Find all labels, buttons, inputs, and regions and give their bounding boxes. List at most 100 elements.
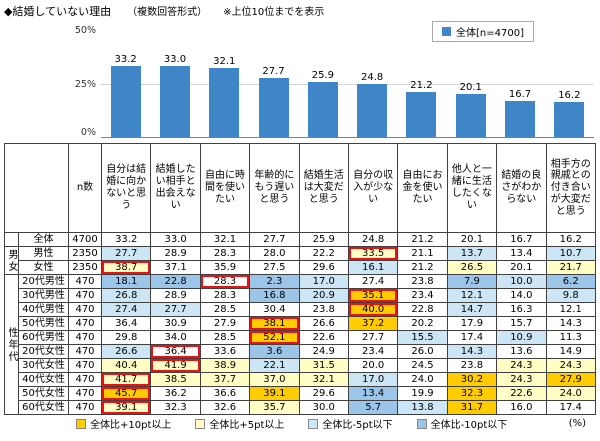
n-cell: 470: [68, 372, 102, 387]
table-cell: 38.9: [199, 358, 251, 373]
table-cell: 21.2: [397, 232, 448, 247]
table-cell: 29.6: [298, 386, 349, 401]
n-cell: 470: [68, 344, 102, 359]
bar-slot: 24.8: [347, 30, 396, 137]
page-title: ◆結婚していない理由: [4, 5, 112, 18]
table-cell: 18.1: [100, 274, 152, 289]
legend-color-swatch-icon: [308, 418, 319, 429]
table-cell: 24.3: [496, 372, 547, 387]
table-cell: 38.1: [249, 316, 300, 331]
legend-label: 全体[n=4700]: [456, 28, 524, 39]
row-label: 30代女性: [18, 358, 69, 373]
legend-color-swatch-icon: [76, 418, 86, 429]
table-cell: 17.4: [446, 330, 498, 345]
table-cell: 23.4: [347, 344, 399, 359]
table-cell: 17.0: [347, 372, 399, 387]
table-row: 60代女性 470 39.1 32.3 32.6 35.7 30.0 5.7 13.8 31.7 1…: [5, 400, 597, 415]
table-cell: 27.7: [100, 246, 152, 261]
row-label: 40代女性: [18, 372, 69, 387]
table-cell: 33.6: [199, 344, 251, 359]
table-cell: 10.7: [545, 246, 597, 261]
n-cell: 470: [68, 330, 102, 345]
table-cell: 32.6: [199, 400, 251, 415]
table-cell: 16.7: [496, 232, 547, 247]
table-cell: 28.0: [249, 246, 300, 261]
row-label: 全体: [18, 232, 69, 247]
row-label: 20代女性: [18, 344, 69, 359]
bar: [258, 77, 289, 137]
row-label: 女性: [18, 260, 69, 275]
table-cell: 37.1: [150, 260, 201, 275]
page: ◆結婚していない理由 （複数回答形式） ※上位10位までを表示 50% 25% …: [4, 5, 597, 431]
table-cell: 30.0: [298, 400, 349, 415]
table-cell: 13.7: [446, 246, 498, 261]
table-cell: 21.7: [545, 260, 597, 275]
table-cell: 16.2: [545, 232, 597, 247]
table-cell: 27.5: [249, 260, 300, 275]
table-cell: 27.7: [150, 302, 201, 317]
legend-color-swatch-icon: [195, 418, 206, 429]
bar-slot: 16.2: [545, 30, 594, 137]
table-cell: 26.0: [397, 344, 448, 359]
y-axis-label-25: 25%: [74, 79, 96, 90]
legend-swatch-icon: [442, 27, 451, 36]
table-row: 30代女性 470 40.4 41.9 38.9 22.1 31.5 20.0 24.5 23.8…: [5, 358, 597, 373]
legend-item: 全体比-5pt以下: [308, 416, 393, 431]
column-header: 結婚の良さがわからない: [496, 143, 547, 233]
bar-value-label: 20.1: [459, 82, 482, 93]
bar-value-label: 33.2: [114, 53, 137, 65]
table-cell: 5.7: [347, 400, 399, 415]
column-header: 年齢的にもう遅いと思う: [249, 143, 300, 233]
table-cell: 22.8: [397, 302, 448, 317]
bar: [110, 65, 141, 137]
table-cell: 28.3: [199, 274, 251, 289]
table-cell: 35.9: [199, 260, 251, 275]
table-cell: 20.0: [347, 358, 399, 373]
bar-slot: 16.7: [495, 30, 544, 137]
legend-item-label: 全体比-10pt以下: [430, 420, 508, 431]
table-cell: 31.5: [298, 358, 349, 373]
table-cell: 27.9: [199, 316, 251, 331]
table-cell: 36.6: [199, 386, 251, 401]
table-cell: 23.8: [397, 274, 448, 289]
table-cell: 7.9: [446, 274, 498, 289]
bar-slot: 21.2: [397, 30, 446, 137]
row-label: 40代男性: [18, 302, 69, 317]
bar-value-label: 32.1: [213, 56, 236, 68]
table-cell: 38.7: [100, 260, 152, 275]
data-table: n数 自分は結婚に向かないと思う 結婚したい相手と出会えない 自由に時間を使いたい年…: [4, 143, 597, 415]
table-cell: 17.0: [298, 274, 349, 289]
table-cell: 35.7: [249, 400, 300, 415]
table-cell: 33.0: [150, 232, 201, 247]
legend-item-label: 全体比+10pt以上: [90, 420, 172, 431]
table-cell: 14.3: [545, 316, 597, 331]
bar-value-label: 24.8: [361, 71, 384, 83]
unit-label: (%): [568, 418, 586, 429]
table-cell: 36.4: [100, 316, 152, 331]
table-row: 50代男性 470 36.4 30.9 27.9 38.1 26.6 37.2 20.2 17.9…: [5, 316, 597, 331]
row-label: 60代男性: [18, 330, 69, 345]
table-cell: 28.3: [199, 288, 251, 303]
table-cell: 26.5: [446, 260, 498, 275]
column-header: 結婚したい相手と出会えない: [150, 143, 201, 233]
legend-item: 全体比+10pt以上: [76, 416, 171, 431]
bar: [455, 94, 486, 137]
row-label: 50代男性: [18, 316, 69, 331]
table-cell: 27.4: [347, 274, 399, 289]
table-cell: 30.9: [150, 316, 201, 331]
table-cell: 27.7: [347, 330, 399, 345]
table-cell: 17.9: [446, 316, 498, 331]
table-cell: 24.3: [496, 358, 547, 373]
n-cell: 4700: [68, 232, 102, 247]
n-cell: 470: [68, 358, 102, 373]
table-cell: 27.4: [100, 302, 152, 317]
bar-slot: 27.7: [249, 30, 298, 137]
table-cell: 6.2: [545, 274, 597, 289]
table-cell: 41.9: [150, 358, 201, 373]
table-cell: 11.3: [545, 330, 597, 345]
table-cell: 20.2: [397, 316, 448, 331]
bar: [209, 68, 240, 137]
table-cell: 26.6: [298, 316, 349, 331]
column-header: 相手方の親戚との付き合いが大変だと思う: [545, 143, 597, 233]
table-cell: 28.5: [199, 302, 251, 317]
